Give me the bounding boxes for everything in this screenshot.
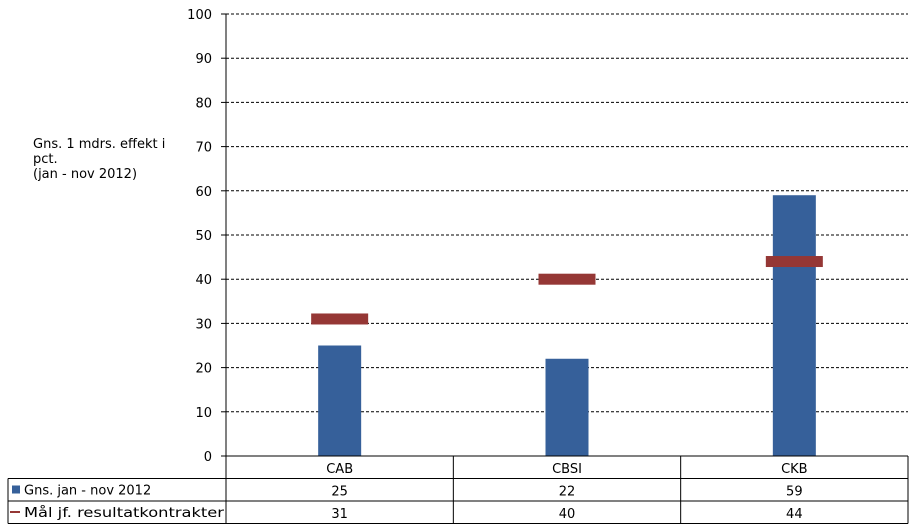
table-cell-bar-value: 22 <box>559 485 576 500</box>
y-tick-label: 30 <box>195 317 212 332</box>
y-tick-label: 60 <box>195 185 212 200</box>
bar-ckb <box>772 195 816 456</box>
y-tick-label: 90 <box>195 52 212 67</box>
x-category-label: CAB <box>326 462 353 477</box>
legend-label-target: Mål jf. resultatkontrakter <box>24 506 225 521</box>
legend-key-bar <box>12 485 20 494</box>
y-tick-label: 10 <box>195 406 212 421</box>
bar-series <box>318 195 816 456</box>
y-tick-label: 80 <box>195 96 212 111</box>
y-axis-title: Gns. 1 mdrs. effekt i pct. (jan - nov 20… <box>33 137 166 182</box>
table-cell-bar-value: 59 <box>786 485 803 500</box>
y-tick-label: 20 <box>195 362 212 377</box>
table-cell-target-value: 40 <box>559 507 576 522</box>
y-tick-labels: 0 10 20 30 40 50 60 70 80 90 100 <box>187 8 212 465</box>
y-tick-label: 70 <box>195 141 212 156</box>
table-cell-target-value: 31 <box>331 507 348 522</box>
y-tick-label: 100 <box>187 8 212 23</box>
bar-cbsi <box>545 358 589 456</box>
x-category-label: CKB <box>781 462 808 477</box>
target-marker-cab <box>311 313 369 325</box>
table-cell-target-value: 44 <box>786 507 803 522</box>
bar-cab <box>318 345 362 456</box>
y-tick-label: 40 <box>195 273 212 288</box>
target-marker-cbsi <box>538 273 596 285</box>
table-cell-bar-value: 25 <box>331 485 348 500</box>
target-marker-series <box>311 256 823 325</box>
data-table: CAB 25 31 CBSI 22 40 CKB 59 44 Gns. jan - nov 201… <box>7 456 909 524</box>
axes <box>221 13 908 457</box>
y-tick-label: 0 <box>204 450 212 465</box>
x-category-label: CBSI <box>552 462 582 477</box>
y-tick-label: 50 <box>195 229 212 244</box>
legend-label-bar: Gns. jan - nov 2012 <box>24 484 151 499</box>
target-marker-ckb <box>765 256 823 268</box>
legend-key-target <box>10 511 20 513</box>
